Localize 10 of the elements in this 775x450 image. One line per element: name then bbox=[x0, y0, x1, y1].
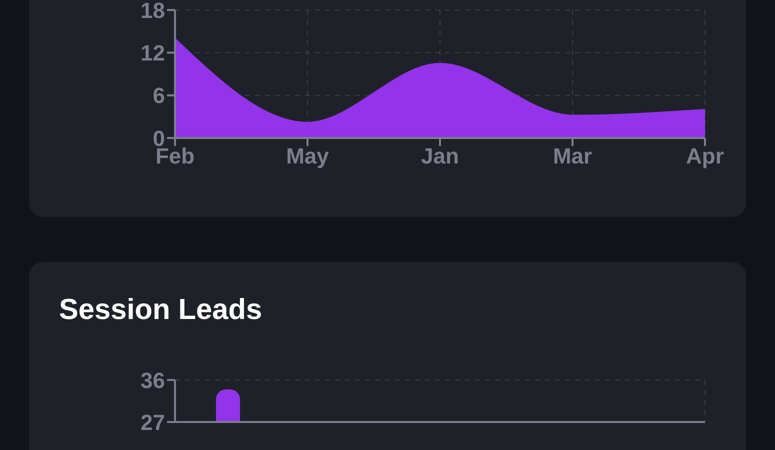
x-tick-label: May bbox=[286, 144, 330, 169]
y-tick-label: 27 bbox=[140, 410, 165, 435]
y-tick-label: 36 bbox=[140, 368, 165, 393]
chart-title: Session Leads bbox=[59, 294, 262, 327]
x-tick-label: Mar bbox=[552, 144, 592, 169]
y-tick-label: 18 bbox=[140, 0, 165, 23]
y-tick-label: 12 bbox=[140, 40, 165, 66]
x-tick-label: Jan bbox=[421, 144, 459, 169]
x-tick-label: Apr bbox=[686, 144, 724, 169]
y-tick-label: 6 bbox=[152, 83, 165, 108]
